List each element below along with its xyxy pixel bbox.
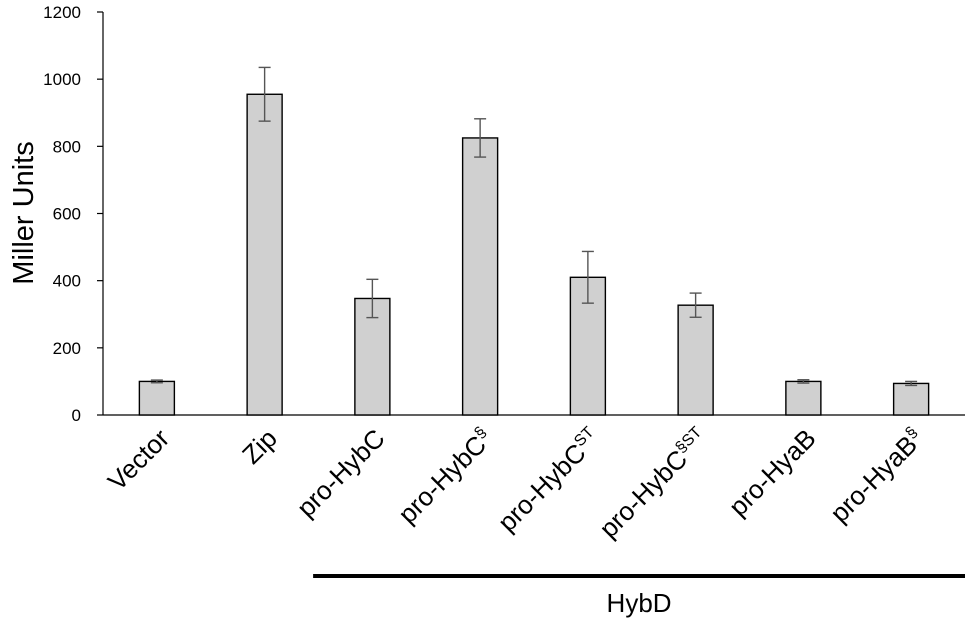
y-tick-label: 800: [53, 137, 81, 156]
bar: [785, 380, 822, 416]
error-bars: [150, 66, 918, 387]
y-tick-label: 200: [53, 339, 81, 358]
bar: [461, 137, 499, 416]
bar: [677, 304, 714, 416]
error-bar: [905, 380, 918, 387]
error-bar: [581, 250, 594, 304]
bars: [138, 93, 930, 416]
error-bar: [689, 292, 702, 318]
y-tick-label: 1000: [43, 70, 81, 89]
y-tick-label: 600: [53, 205, 81, 224]
group-annotation: HybD: [313, 574, 965, 618]
error-bar: [258, 66, 271, 122]
group-label: HybD: [607, 588, 672, 618]
x-tick-label: Vector: [102, 423, 176, 497]
error-bar: [366, 278, 379, 319]
y-tick-label: 400: [53, 272, 81, 291]
error-bar: [474, 118, 487, 158]
x-tick-label: pro-HybC§ST: [593, 423, 714, 544]
error-bar: [150, 379, 163, 384]
y-axis: 0 200 400 600 800 1000 1200: [43, 3, 965, 425]
bar: [892, 382, 930, 416]
x-tick-label: pro-HyaB: [723, 423, 822, 522]
bar: [138, 380, 176, 416]
y-axis-label: Miller Units: [8, 141, 40, 284]
x-tick-label: pro-HybC§: [392, 423, 498, 529]
x-tick-label: pro-HyaB§: [824, 423, 929, 528]
bar: [246, 93, 283, 416]
x-tick-labels: Vector Zip pro-HybC pro-HybC§pro-HybCSTpro-…: [102, 423, 929, 544]
y-tick-label: 0: [72, 406, 81, 425]
x-tick-label: pro-HybCST: [492, 423, 606, 537]
x-tick-label: Zip: [236, 423, 283, 470]
error-bar: [797, 379, 810, 384]
x-tick-label: pro-HybC: [291, 423, 391, 523]
y-tick-label: 1200: [43, 3, 81, 22]
